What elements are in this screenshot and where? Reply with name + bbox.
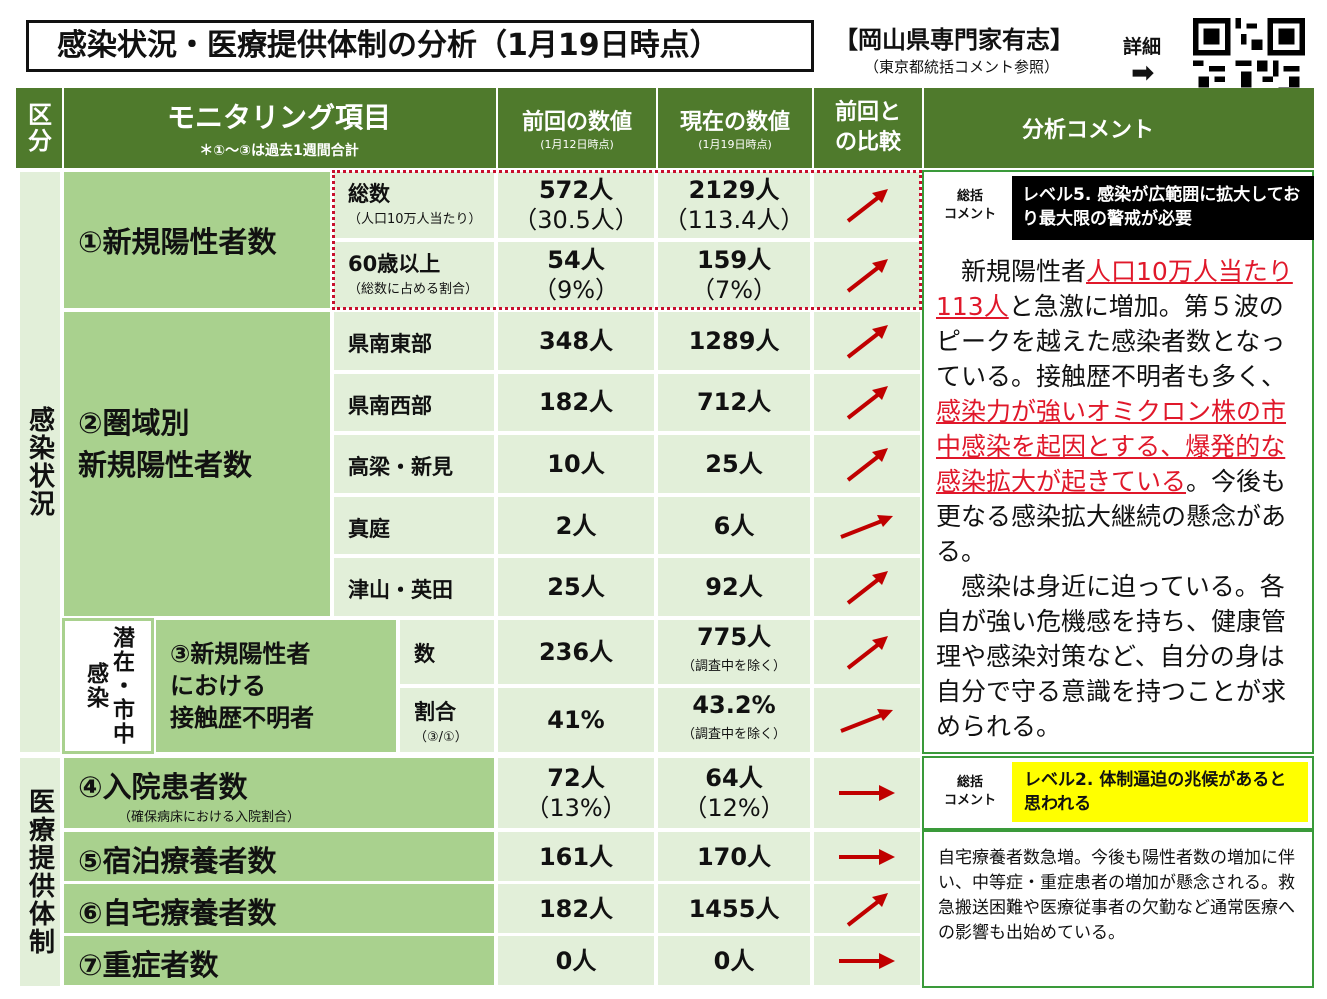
header-comment: 分析コメント (922, 88, 1252, 168)
area-curr: 712人 (656, 371, 812, 434)
row4-curr: 64人 （12%） (656, 756, 812, 830)
area-prev: 25人 (496, 556, 656, 618)
r7-curr: 0人 (656, 934, 812, 987)
r6-curr: 1455人 (656, 882, 812, 935)
comment2-tag: 総括 コメント (943, 775, 996, 808)
row3-title1: ③新規陽性者 (170, 640, 311, 668)
row1a-label: 総数 （人口10万人当たり） (332, 170, 496, 240)
header-curr: 現在の数値 (1月19日時点) (656, 88, 812, 168)
row3b-prev: 41% (496, 686, 656, 754)
row1a-curr: 2129人 （113.4人） (656, 170, 812, 240)
comment1-body: 新規陽性者人口10万人当たり113人と急激に増加。第５波のピークを越えた感染者数… (936, 257, 1293, 741)
arrow-right-icon (812, 756, 922, 830)
row1b-prev: 54人 （9%） (496, 240, 656, 310)
r7-label: ⑦重症者数 (62, 934, 496, 987)
row1-title: ①新規陽性者数 (78, 225, 277, 259)
area-label: 高梁・新見 (332, 433, 496, 495)
detail-label: 詳細 (1123, 36, 1162, 58)
row1b-note: （総数に占める割合） (348, 282, 479, 297)
arrow-right-icon (812, 830, 922, 883)
detail-arrow-icon: ➡ (1131, 56, 1155, 89)
area-prev: 348人 (496, 310, 656, 372)
arrow-up-right-icon (812, 371, 922, 434)
section-hidden-label: 潜在・市中感染 (83, 626, 134, 746)
row3-label: ③新規陽性者 における 接触歴不明者 (154, 618, 398, 754)
r5-prev: 161人 (496, 830, 656, 883)
row1a-title: 総数 (348, 182, 390, 206)
row4-prev: 72人 （13%） (496, 756, 656, 830)
arrow-up-right-icon (812, 433, 922, 495)
comment-infection (922, 170, 1314, 754)
row3-title3: 接触歴不明者 (170, 704, 314, 732)
area-prev: 10人 (496, 433, 656, 495)
row2-title2: 新規陽性者数 (78, 448, 253, 482)
row3a-label: 数 (398, 618, 496, 686)
row1a-prev: 572人 （30.5人） (496, 170, 656, 240)
arrow-mild-up-icon (812, 686, 922, 754)
section-medical: 医療提供体制 (18, 756, 62, 988)
source-note: （東京都統括コメント参照） (864, 58, 1060, 76)
row3b-curr: 43.2% （調査中を除く） (656, 686, 812, 754)
arrow-mild-up-icon (812, 494, 922, 557)
row2-label: ②圏域別 新規陽性者数 (62, 310, 332, 618)
comment1-level: レベル5. 感染が広範囲に拡大しており最大限の警戒が必要 (1012, 176, 1314, 240)
area-curr: 6人 (656, 494, 812, 557)
row3a-curr: 775人 （調査中を除く） (656, 618, 812, 686)
source-label: 【岡山県専門家有志】 (834, 26, 1074, 54)
row3b-label: 割合 （③/①） (398, 686, 496, 754)
row3a-prev: 236人 (496, 618, 656, 686)
arrow-up-right-icon (812, 882, 922, 935)
area-curr: 25人 (656, 433, 812, 495)
highlight-frame (332, 170, 922, 310)
row1b-curr: 159人 （7%） (656, 240, 812, 310)
area-prev: 2人 (496, 494, 656, 557)
header-prev: 前回の数値 (1月12日時点) (496, 88, 656, 168)
comment2-body: 自宅療養者数急増。今後も陽性者数の増加に伴い、中等症・重症患者の増加が懸念される… (922, 830, 1314, 988)
page-title: 感染状況・医療提供体制の分析（1月19日時点） (26, 20, 814, 72)
comment1-tag: 総括 コメント (943, 189, 996, 222)
header-item-label: モニタリング項目 (166, 101, 391, 134)
comment2-level: レベル2. 体制逼迫の兆候があると思われる (1012, 762, 1308, 822)
area-label: 真庭 (332, 494, 496, 557)
area-curr: 92人 (656, 556, 812, 618)
header-curr-note: (1月19日時点) (698, 138, 772, 151)
area-label: 津山・英田 (332, 556, 496, 618)
header-kubun: 区分 (18, 88, 62, 168)
arrow-up-right-icon (812, 170, 922, 240)
arrow-up-right-icon (812, 556, 922, 618)
section-infection-label: 感染状況 (24, 406, 55, 518)
row4-label: ④入院患者数 （確保病床における入院割合） (62, 756, 496, 830)
row1b-label: 60歳以上 （総数に占める割合） (332, 240, 496, 310)
r6-label: ⑥自宅療養者数 (62, 882, 496, 935)
section-hidden: 潜在・市中感染 (62, 618, 154, 754)
header-prev-note: (1月12日時点) (540, 138, 614, 151)
header-curr-label: 現在の数値 (679, 110, 790, 135)
header-compare: 前回との比較 (812, 88, 922, 168)
row1b-title: 60歳以上 (348, 252, 441, 276)
r5-label: ⑤宿泊療養者数 (62, 830, 496, 883)
area-label: 県南西部 (332, 371, 496, 434)
row2-title1: ②圏域別 (78, 406, 190, 440)
section-medical-label: 医療提供体制 (24, 788, 55, 956)
header-prev-label: 前回の数値 (521, 110, 632, 135)
row3-title2: における (170, 672, 266, 700)
header-item-note: ＊①～③は過去1週間合計 (199, 143, 359, 159)
arrow-up-right-icon (812, 310, 922, 372)
r6-prev: 182人 (496, 882, 656, 935)
row1-label: ①新規陽性者数 (62, 170, 332, 310)
area-curr: 1289人 (656, 310, 812, 372)
r5-curr: 170人 (656, 830, 812, 883)
area-label: 県南東部 (332, 310, 496, 372)
r7-prev: 0人 (496, 934, 656, 987)
section-infection: 感染状況 (18, 170, 62, 754)
header-item: モニタリング項目 ＊①～③は過去1週間合計 (62, 88, 494, 168)
row1a-note: （人口10万人当たり） (348, 212, 482, 227)
table-header-bg (16, 88, 1314, 168)
arrow-right-icon (812, 934, 922, 987)
area-prev: 182人 (496, 371, 656, 434)
arrow-up-right-icon (812, 618, 922, 686)
